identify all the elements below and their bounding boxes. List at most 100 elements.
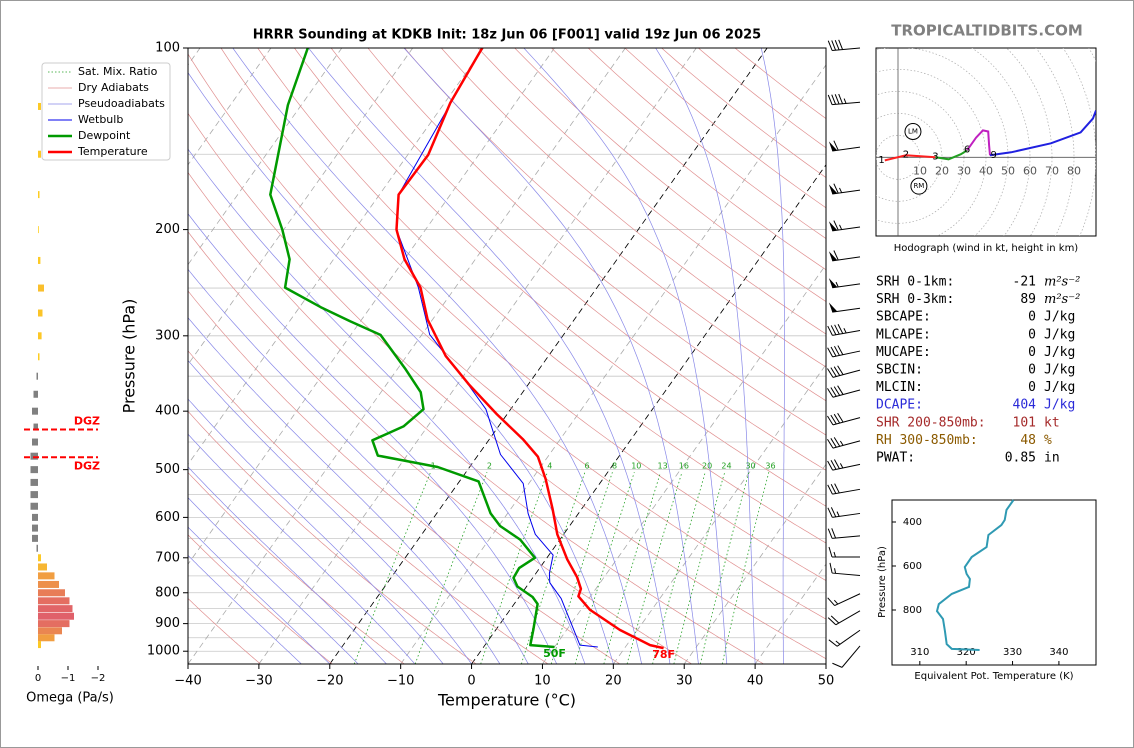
x-tick-label: 40 [747,674,764,689]
barb-staff [832,572,861,577]
wind-barb [827,413,861,426]
omega-bar [38,226,39,234]
thetae-x-tick-label: 330 [1003,647,1022,658]
barb-half [843,328,847,334]
stat-value: 0 [1028,310,1036,325]
thetae-frame [891,499,1097,666]
isotherm [400,64,826,664]
height-label: 3 [932,151,938,162]
barb-staff [832,47,861,51]
barb-feather [833,183,839,194]
mixing-ratio-label: 10 [631,462,641,471]
barb-half [833,599,839,605]
height-label: 6 [964,144,970,155]
dry-adiabat [188,597,261,664]
omega-bar [38,572,55,580]
omega-bar [38,612,74,620]
storm-motion-label: RM [913,182,924,190]
barb-feather [833,250,839,261]
barb-feather [838,39,844,50]
dry-adiabat [188,534,333,664]
dry-adiabat [441,48,826,368]
barb-feather [833,220,839,231]
barb-feather [837,365,844,375]
legend [41,62,171,161]
barb-feather [827,507,833,518]
stat-value: 0 [1028,363,1036,378]
omega-bar [38,554,41,562]
stat-unit: in [1044,451,1060,466]
barb-feather [830,367,837,377]
isotherm [683,463,826,664]
legend-label: Dry Adiabats [78,81,149,94]
stat-label: SRH 0-1km: [876,275,954,290]
profile-line [269,48,555,649]
stat-unit: J/kg [1044,310,1075,325]
barb-feather [827,415,834,426]
pseudoadiabat [188,554,302,664]
wind-barb [828,629,861,647]
thetae-x-tick-label: 320 [957,647,976,658]
omega-bar [38,256,41,264]
stat-value: 101 [1013,415,1036,430]
stat-label: MUCAPE: [876,345,931,360]
omega-tick-label: 0 [35,673,41,684]
dry-adiabat [257,48,826,544]
omega-bar [38,589,65,597]
profile-line [395,48,664,650]
mixing-ratio-label: 20 [702,462,712,471]
dry-adiabat [404,48,826,402]
wind-barb [827,385,861,398]
y-axis-label: Pressure (hPa) [120,299,139,414]
profile-line [396,48,598,648]
pseudoadiabat [188,317,501,664]
wind-barb [832,645,861,668]
omega-bar [38,580,59,588]
stat-label: MLCIN: [876,380,923,395]
y-tick-label: 600 [155,510,180,525]
mixing-ratio-line [603,472,661,664]
barb-half [839,463,844,469]
thetae-line [935,499,1015,651]
barb-staff [832,369,861,378]
wind-barb [827,345,861,358]
hodograph-caption: Hodograph (wind in kt, height in km) [894,243,1079,254]
barb-half [835,281,839,288]
barb-feather [837,345,844,355]
barb-feather [827,368,834,378]
dry-adiabat [188,410,477,664]
mixing-ratio-label: 30 [745,462,755,471]
barb-feather [830,460,837,470]
hodo-ring-label: 40 [979,164,993,177]
mixing-ratio-label: 6 [585,462,590,471]
barb-feather [827,388,834,398]
wind-barb [827,93,861,106]
hodo-ring-label: 70 [1045,164,1059,177]
barb-staff [834,593,861,607]
stat-label: SHR 200-850mb: [876,415,986,430]
barb-feather [833,437,841,447]
height-label: 1 [878,155,884,166]
omega-bar [38,191,40,199]
x-tick-label: −40 [174,674,201,689]
isotherm [542,263,826,664]
mixing-ratio-label: 24 [721,462,731,471]
barb-feather [831,40,837,51]
barb-feather [830,325,837,335]
omega-bar [32,524,38,532]
barb-staff [832,146,861,152]
mixing-ratio-line [626,472,683,664]
dry-adiabat [188,112,826,660]
x-tick-label: −30 [245,674,272,689]
barb-feather [837,385,844,395]
omega-bar [38,353,40,361]
stat-value: -21 [1013,275,1036,290]
barb-staff [832,535,861,539]
barb-flag [828,221,838,231]
legend-label: Pseudoadiabats [78,97,165,110]
hodo-segment [935,149,968,161]
thetae-y-tick-label: 800 [903,605,922,616]
wind-barb [827,365,861,378]
barb-feather [827,597,835,606]
wind-barb [827,483,861,495]
